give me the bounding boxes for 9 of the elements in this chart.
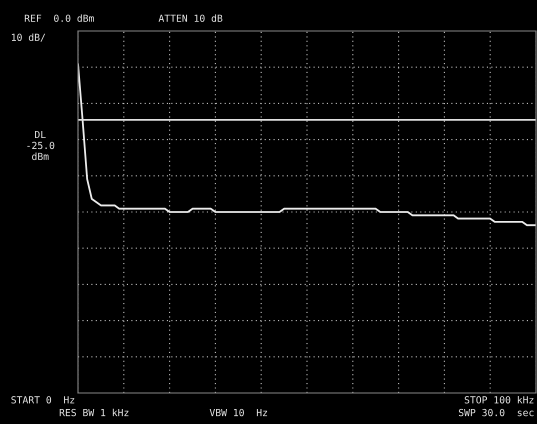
text: ATTEN 10 dB — [158, 14, 222, 22]
text: VBW 10 Hz — [210, 408, 268, 416]
text: START 0 Hz — [11, 396, 74, 404]
text: DL -25.0 dBm — [27, 130, 54, 160]
text: SWP 30.0 sec — [458, 408, 534, 416]
text: REF 0.0 dBm — [24, 14, 94, 22]
text: STOP 100 kHz — [464, 396, 534, 404]
text: RES BW 1 kHz — [60, 408, 128, 416]
text: 10 dB/ — [12, 33, 46, 42]
